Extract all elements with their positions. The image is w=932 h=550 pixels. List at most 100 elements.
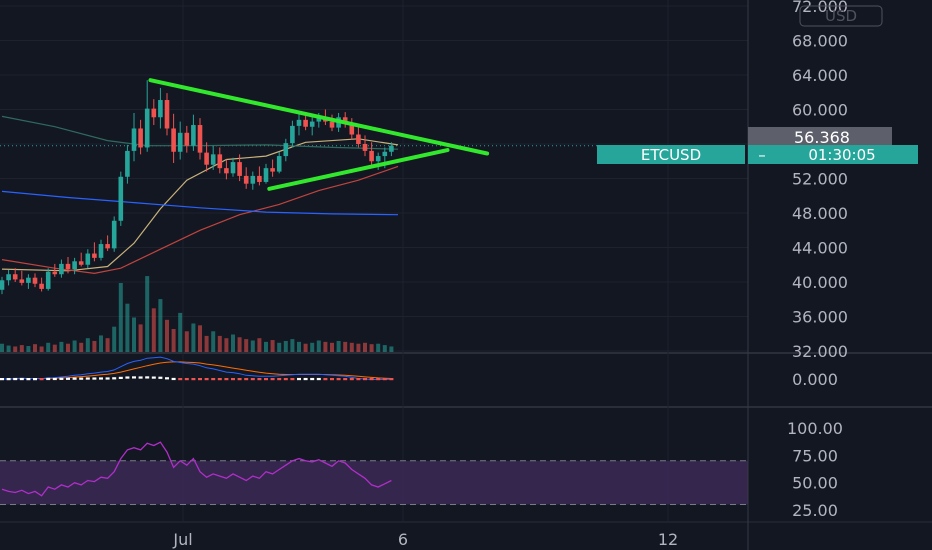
macd-histogram-bar bbox=[323, 378, 328, 381]
macd-histogram-bar bbox=[39, 378, 44, 381]
macd-histogram-bar bbox=[151, 376, 156, 379]
candle-body bbox=[329, 121, 335, 128]
macd-pane bbox=[0, 356, 394, 381]
candle-body bbox=[131, 128, 137, 151]
candle-body bbox=[257, 175, 262, 182]
rsi-axis[interactable]: 100.00 75.00 50.00 25.00 bbox=[787, 419, 843, 520]
volume-bar bbox=[217, 335, 222, 352]
volume-bar bbox=[369, 344, 374, 352]
candle-body bbox=[105, 244, 110, 249]
volume-bar bbox=[264, 341, 268, 352]
macd-histogram-bar bbox=[330, 378, 334, 381]
candle-body bbox=[151, 108, 157, 118]
candle-body bbox=[92, 253, 97, 258]
candle-body bbox=[171, 128, 176, 152]
volume-bar bbox=[46, 342, 51, 352]
macd-histogram-bar bbox=[138, 376, 143, 379]
time-tick-label: 12 bbox=[658, 530, 678, 549]
macd-histogram-bar bbox=[343, 378, 348, 381]
volume-bar bbox=[343, 341, 348, 352]
symbol-badge-label: ETCUSD bbox=[641, 146, 701, 164]
volume-bar bbox=[66, 343, 70, 352]
volume-bar bbox=[72, 340, 77, 352]
macd-histogram-bar bbox=[99, 377, 103, 380]
candle-body bbox=[19, 279, 25, 283]
volume-bar bbox=[52, 344, 57, 352]
volume-bar bbox=[316, 340, 321, 352]
trendline bbox=[267, 148, 450, 191]
rsi-tick-label: 100.00 bbox=[787, 419, 843, 438]
candle-body bbox=[356, 134, 361, 144]
macd-histogram-bar bbox=[356, 378, 361, 381]
candle-body bbox=[243, 175, 249, 184]
price-tick-label: 32.000 bbox=[792, 342, 848, 361]
candle-body bbox=[32, 277, 38, 284]
macd-histogram-bar bbox=[349, 378, 354, 381]
candle-body bbox=[52, 271, 58, 275]
price-tick-label: 40.000 bbox=[792, 273, 848, 292]
time-axis[interactable]: Jul 6 12 bbox=[172, 530, 678, 549]
volume-bar bbox=[118, 283, 123, 352]
volume-bar bbox=[145, 276, 150, 352]
macd-histogram-bar bbox=[283, 378, 288, 381]
volume-bar bbox=[356, 343, 361, 352]
candle-body bbox=[362, 144, 368, 151]
candle-body bbox=[316, 118, 322, 122]
volume-bar bbox=[330, 342, 334, 352]
countdown-badge bbox=[748, 145, 918, 164]
macd-histogram-bar bbox=[26, 378, 31, 381]
macd-histogram-bar bbox=[231, 378, 235, 381]
macd-histogram-bar bbox=[118, 376, 123, 379]
macd-histogram-bar bbox=[270, 378, 275, 381]
volume-bar bbox=[283, 340, 288, 352]
macd-histogram-bar bbox=[303, 377, 308, 381]
volume-bar bbox=[6, 345, 11, 352]
candle-body bbox=[303, 119, 308, 127]
candle-body bbox=[144, 108, 150, 148]
macd-histogram-bar bbox=[310, 377, 315, 381]
candle-body bbox=[389, 145, 394, 152]
volume-bar bbox=[382, 345, 387, 352]
candle-body bbox=[204, 152, 209, 165]
macd-histogram-bar bbox=[244, 378, 249, 381]
volume-bar bbox=[250, 340, 255, 352]
countdown-label: 01:30:05 bbox=[808, 146, 875, 164]
macd-histogram-bar bbox=[66, 377, 70, 380]
candle-body bbox=[26, 277, 31, 283]
macd-histogram-bar bbox=[184, 378, 189, 381]
currency-badge[interactable] bbox=[799, 5, 883, 27]
candle-body bbox=[184, 132, 190, 146]
volume-bar bbox=[376, 343, 381, 352]
macd-histogram-bar bbox=[0, 378, 4, 381]
candle-body bbox=[6, 274, 11, 281]
price-tick-label: 68.000 bbox=[792, 32, 848, 51]
candle-body bbox=[65, 263, 71, 270]
rsi-tick-label: 25.00 bbox=[792, 501, 838, 520]
macd-histogram-bar bbox=[125, 376, 130, 379]
volume-bar bbox=[270, 340, 275, 352]
candle-body bbox=[158, 100, 163, 118]
volume-bar bbox=[0, 343, 4, 352]
moving-average-line bbox=[1, 165, 399, 275]
macd-histogram-bar bbox=[376, 378, 381, 381]
volume-bar bbox=[184, 331, 189, 352]
candle-body bbox=[39, 283, 44, 289]
grid-lines bbox=[0, 0, 932, 523]
rsi-pane bbox=[1, 441, 392, 497]
candle-body bbox=[237, 162, 242, 176]
candle-body bbox=[224, 168, 229, 174]
volume-bar bbox=[323, 341, 328, 352]
rsi-tick-label: 75.00 bbox=[792, 446, 838, 465]
macd-axis[interactable]: 0.000 bbox=[792, 370, 838, 389]
volume-bar bbox=[178, 312, 183, 352]
macd-histogram-bar bbox=[224, 378, 229, 381]
macd-histogram-bar bbox=[250, 378, 255, 381]
trendlines[interactable] bbox=[148, 78, 490, 191]
price-axis[interactable]: 72.00068.00064.00060.00056.00052.00048.0… bbox=[792, 0, 848, 361]
candle-body bbox=[12, 274, 18, 280]
macd-histogram-bar bbox=[165, 377, 169, 380]
symbol-badge[interactable] bbox=[597, 145, 745, 164]
macd-histogram-bar bbox=[52, 377, 57, 381]
macd-histogram-bar bbox=[204, 378, 209, 381]
